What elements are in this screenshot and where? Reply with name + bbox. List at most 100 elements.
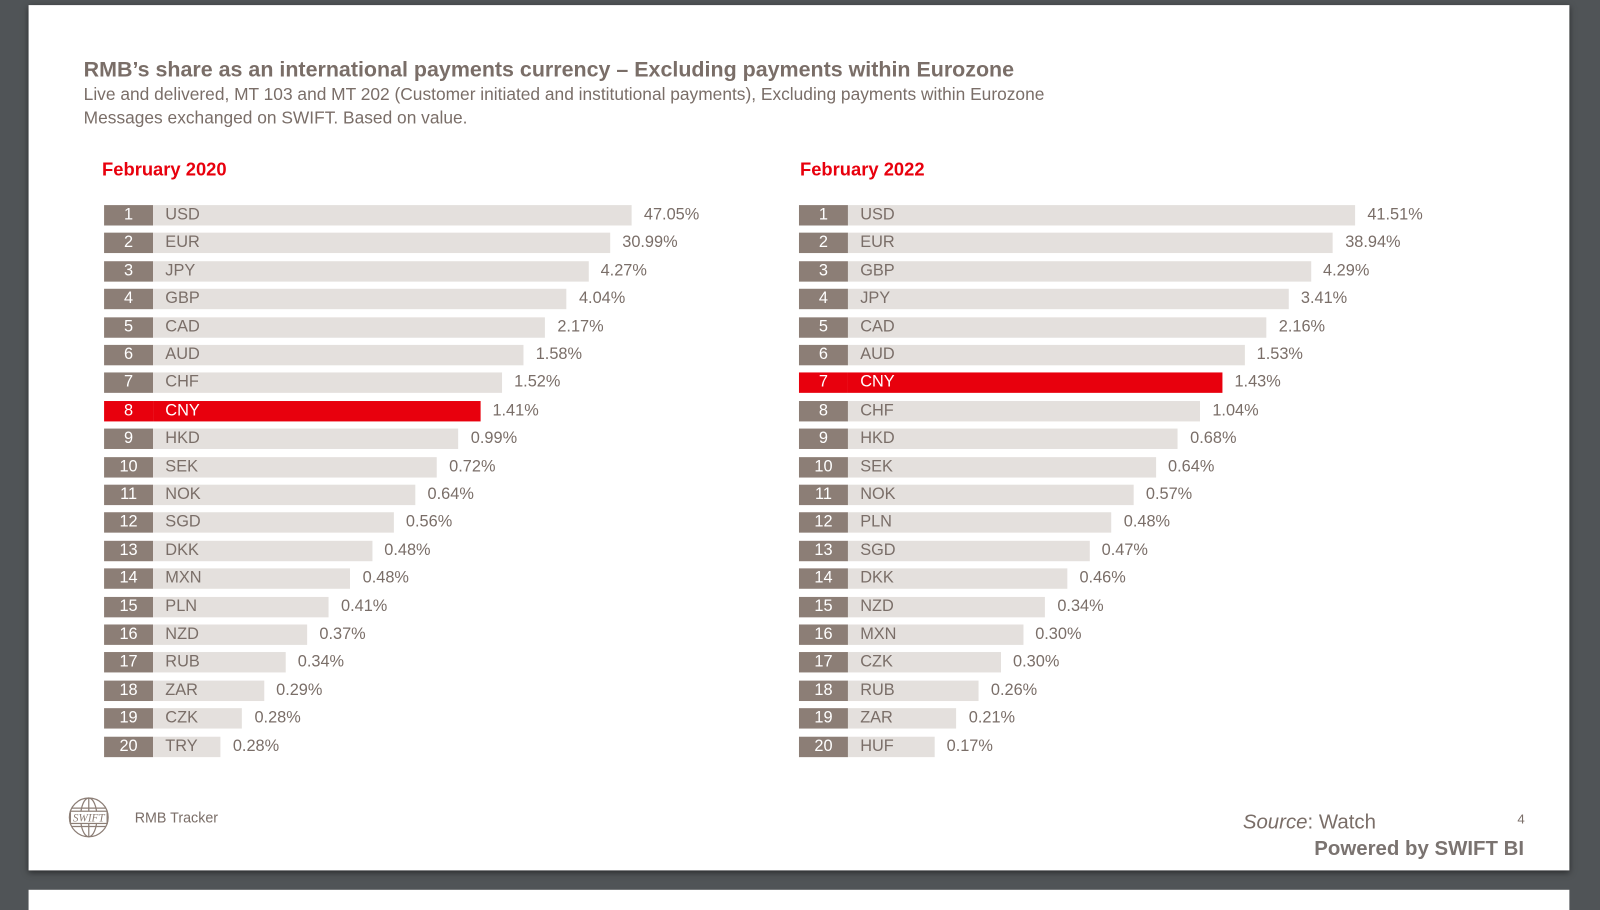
currency-label: CAD [165, 317, 200, 336]
bar [847, 652, 1001, 673]
value-label: 1.41% [492, 401, 539, 420]
value-label: 30.99% [622, 234, 678, 252]
value-label: 0.30% [1013, 653, 1060, 671]
rank-badge: 4 [798, 288, 848, 310]
bar [847, 540, 1090, 562]
rank-badge: 12 [104, 512, 154, 534]
currency-label: NZD [165, 625, 199, 643]
currency-label: AUD [165, 345, 200, 364]
bar [153, 512, 394, 534]
rank-badge: 12 [798, 512, 848, 534]
rank-badge: 15 [798, 596, 848, 617]
value-label: 3.41% [1300, 289, 1348, 308]
currency-label: TRY [165, 737, 198, 755]
currency-label: GBP [165, 289, 200, 308]
value-label: 0.41% [341, 597, 388, 615]
value-label: 0.64% [427, 485, 474, 504]
value-label: 0.56% [405, 513, 453, 532]
currency-label: CZK [860, 653, 893, 671]
rank-badge: 8 [104, 400, 154, 422]
bar [847, 372, 1223, 394]
currency-label: AUD [860, 345, 895, 364]
bar [847, 456, 1156, 478]
chart-title-2022: February 2022 [799, 159, 925, 180]
currency-label: CAD [860, 317, 895, 336]
rank-badge: 14 [104, 568, 154, 589]
bar [153, 708, 243, 729]
bar [153, 400, 481, 422]
currency-label: JPY [165, 262, 196, 280]
rank-badge: 9 [104, 428, 154, 450]
rank-badge: 14 [798, 568, 848, 589]
bar [847, 680, 979, 701]
rank-badge: 6 [798, 344, 848, 366]
slide-page: RMB’s share as an international payments… [28, 5, 1570, 871]
currency-label: CHF [860, 401, 894, 420]
svg-text:SWIFT: SWIFT [73, 812, 106, 824]
swift-logo: SWIFT [67, 796, 110, 839]
rank-badge: 10 [798, 456, 848, 478]
bar [847, 316, 1267, 338]
bar [847, 233, 1333, 254]
currency-label: CNY [860, 373, 895, 392]
rank-badge: 20 [798, 736, 848, 757]
source-note: Source: Watch [1243, 811, 1376, 834]
rank-badge: 11 [798, 484, 848, 506]
rank-badge: 6 [104, 344, 154, 366]
currency-label: MXN [165, 569, 202, 587]
page-number: 4 [1517, 811, 1525, 827]
value-label: 0.57% [1145, 485, 1193, 504]
value-label: 4.29% [1323, 262, 1370, 280]
bar [153, 540, 373, 562]
currency-label: EUR [860, 234, 895, 252]
value-label: 0.34% [1057, 597, 1104, 615]
value-label: 0.34% [297, 653, 345, 671]
value-label: 38.94% [1345, 234, 1401, 252]
value-label: 0.28% [254, 709, 301, 727]
currency-label: ZAR [165, 681, 198, 699]
value-label: 0.17% [946, 737, 993, 755]
bar [153, 680, 264, 701]
bar [847, 568, 1068, 589]
currency-label: DKK [165, 541, 199, 559]
source-value: : Watch [1307, 811, 1376, 834]
rank-badge: 2 [104, 233, 154, 254]
bar [847, 288, 1289, 310]
value-label: 0.72% [449, 457, 496, 476]
currency-label: CHF [165, 373, 199, 392]
currency-label: DKK [860, 569, 894, 587]
value-label: 0.47% [1101, 541, 1148, 559]
currency-label: SGD [165, 513, 201, 532]
rank-badge: 3 [798, 261, 848, 282]
value-label: 0.26% [990, 681, 1038, 699]
bar [153, 484, 416, 506]
rank-badge: 15 [104, 596, 154, 617]
rank-badge: 10 [104, 456, 154, 478]
currency-label: EUR [165, 234, 200, 252]
value-label: 0.99% [470, 429, 518, 448]
rank-badge: 2 [798, 233, 848, 254]
bar [847, 512, 1112, 534]
value-label: 1.58% [535, 345, 583, 364]
powered-by: Powered by SWIFT BI [1314, 837, 1525, 861]
bar [153, 288, 567, 310]
swift-globe-icon: SWIFT [68, 797, 109, 838]
rank-badge: 17 [798, 652, 848, 673]
rank-badge: 20 [104, 736, 154, 757]
value-label: 1.52% [514, 373, 561, 392]
bar [153, 624, 308, 645]
bar [153, 316, 546, 338]
rank-badge: 18 [104, 680, 154, 701]
footer-tracker-label: RMB Tracker [134, 809, 219, 826]
rank-badge: 16 [104, 624, 154, 645]
currency-label: NOK [165, 485, 201, 504]
rank-badge: 19 [798, 708, 848, 729]
value-label: 1.43% [1234, 373, 1281, 392]
value-label: 4.27% [600, 262, 647, 280]
currency-label: NZD [860, 597, 894, 615]
value-label: 2.17% [557, 317, 604, 336]
value-label: 0.21% [968, 709, 1016, 727]
value-label: 0.48% [362, 569, 409, 587]
rank-badge: 17 [104, 652, 154, 673]
rank-badge: 13 [104, 540, 154, 562]
